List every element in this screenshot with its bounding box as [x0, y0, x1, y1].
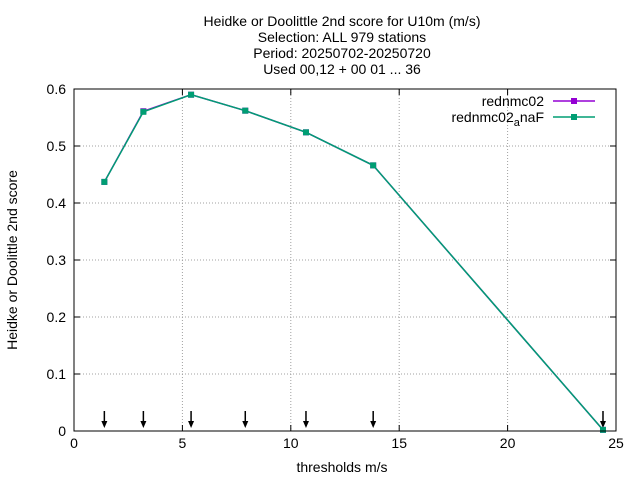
threshold-arrow-head [599, 421, 606, 428]
legend-marker-series-2 [571, 114, 577, 120]
threshold-arrows [101, 411, 606, 428]
threshold-arrow-head [101, 421, 108, 428]
x-tick-label: 25 [608, 435, 624, 451]
legend-label-series-2: rednmc02anaF [451, 109, 544, 129]
x-tick-label: 0 [70, 435, 78, 451]
y-tick-label: 0.3 [47, 252, 67, 268]
chart-title-line-1: Heidke or Doolittle 2nd score for U10m (… [204, 13, 481, 29]
y-axis-ticks: 0 0.1 0.2 0.3 0.4 0.5 0.6 [47, 81, 616, 439]
legend-label-series-2-tail: naF [520, 109, 544, 125]
series-2-point-core [600, 427, 606, 433]
threshold-arrow-head [140, 421, 147, 428]
series-2-point-core [188, 92, 194, 98]
grid-lines [74, 89, 616, 431]
series-line-1 [103, 93, 604, 431]
series-2-point-core [370, 162, 376, 168]
x-tick-label: 20 [500, 435, 516, 451]
series-2-point-core [242, 108, 248, 114]
legend-marker-series-1 [571, 98, 577, 104]
chart-title-line-2: Selection: ALL 979 stations [258, 29, 426, 45]
threshold-arrow-head [370, 421, 377, 428]
x-tick-label: 5 [179, 435, 187, 451]
series-2-point-core [101, 179, 107, 185]
x-tick-label: 10 [283, 435, 299, 451]
chart-title-line-4: Used 00,12 + 00 01 ... 36 [263, 61, 421, 77]
y-tick-label: 0.5 [47, 138, 67, 154]
legend-label-series-2-sub: a [514, 117, 521, 129]
threshold-arrow-head [242, 421, 249, 428]
x-axis-label: thresholds m/s [296, 459, 387, 475]
threshold-arrow-head [188, 421, 195, 428]
series-line-2 [103, 93, 604, 431]
threshold-arrow-head [302, 421, 309, 428]
legend-label-series-1: rednmc02 [482, 93, 544, 109]
y-tick-label: 0.2 [47, 309, 67, 325]
y-axis-label: Heidke or Doolittle 2nd score [4, 170, 20, 350]
x-tick-label: 15 [391, 435, 407, 451]
chart-title-line-3: Period: 20250702-20250720 [253, 45, 431, 61]
y-tick-label: 0.1 [47, 366, 67, 382]
legend: rednmc02 rednmc02anaF [451, 93, 595, 129]
series-2-point-core [140, 109, 146, 115]
y-tick-label: 0.6 [47, 81, 67, 97]
series-lines [101, 91, 606, 433]
x-axis-ticks: 0 5 10 15 20 25 [70, 89, 624, 451]
y-tick-label: 0 [58, 423, 66, 439]
legend-label-series-2-main: rednmc02 [451, 109, 513, 125]
plot-frame [73, 88, 617, 432]
y-tick-label: 0.4 [47, 195, 67, 211]
series-2-point-core [303, 129, 309, 135]
